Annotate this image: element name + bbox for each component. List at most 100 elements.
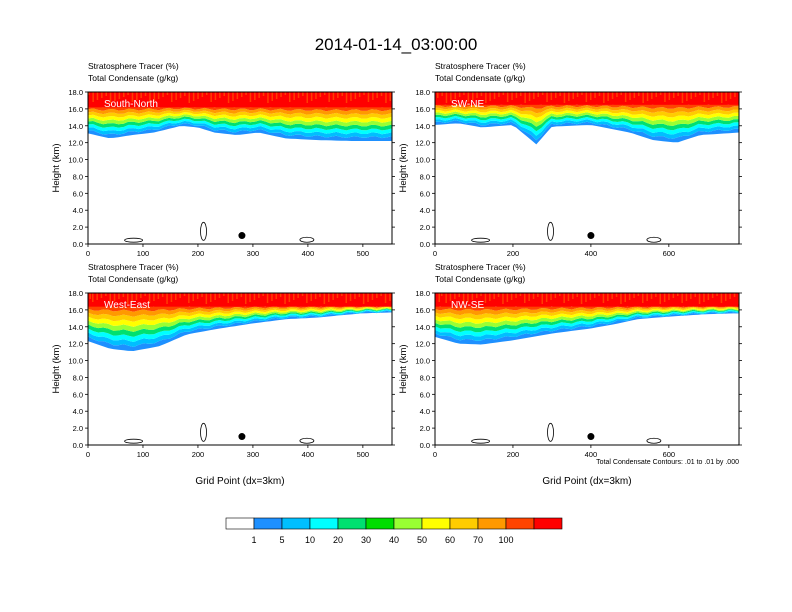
- tracer-streak: [694, 293, 696, 297]
- tracer-streak: [389, 293, 391, 301]
- tracer-streak: [528, 293, 530, 301]
- colorbar-swatch: [393, 517, 423, 530]
- colorbar-swatch: [337, 517, 367, 530]
- tracer-streak: [668, 92, 671, 100]
- tracer-streak: [109, 92, 112, 103]
- tracer-field: [88, 92, 392, 243]
- tracer-streak: [319, 92, 322, 97]
- x-tick-label: 400: [585, 249, 598, 258]
- tracer-band: [88, 120, 392, 139]
- tracer-band: [88, 114, 392, 127]
- x-axis-label: Grid Point (dx=3km): [195, 476, 284, 487]
- tracer-streak: [716, 293, 718, 296]
- tracer-streak: [615, 293, 618, 297]
- tracer-streak: [677, 92, 679, 96]
- tracer-streak: [89, 293, 91, 299]
- tracer-streak: [183, 293, 186, 296]
- tracer-streak: [721, 92, 723, 103]
- tracer-streak: [192, 293, 194, 301]
- y-axis-label: Height (km): [51, 143, 62, 192]
- y-tick-label: 6.0: [420, 189, 430, 198]
- tracer-streak: [236, 92, 239, 99]
- x-tick-label: 0: [433, 249, 437, 258]
- tracer-streak: [716, 92, 719, 96]
- tracer-streak: [524, 92, 526, 103]
- tracer-band: [88, 123, 392, 141]
- tracer-field: [435, 92, 739, 243]
- tracer-streak: [358, 92, 361, 97]
- tracer-streak: [205, 293, 208, 304]
- tracer-streak: [157, 92, 160, 99]
- tracer-streak: [127, 293, 129, 304]
- tracer-streak: [210, 92, 212, 102]
- tracer-streak: [341, 92, 343, 96]
- tracer-streak: [153, 92, 156, 101]
- tracer-streak: [580, 293, 583, 304]
- y-tick-label: 12.0: [415, 340, 430, 349]
- tracer-streak: [297, 293, 299, 298]
- condensate-contour: [646, 437, 662, 444]
- tracer-streak: [559, 92, 561, 96]
- tracer-band: [88, 307, 392, 332]
- tracer-streak: [498, 92, 500, 97]
- tracer-streak: [306, 293, 308, 303]
- condensate-contour: [124, 237, 144, 243]
- y-tick-label: 16.0: [68, 306, 83, 315]
- colorbar-label: 30: [361, 535, 371, 545]
- colorbar-label: 1: [251, 535, 256, 545]
- tracer-streak: [511, 92, 513, 100]
- tracer-streak: [197, 92, 199, 99]
- tracer-streak: [144, 293, 146, 296]
- tracer-streak: [711, 293, 714, 298]
- tracer-band: [88, 107, 392, 115]
- tracer-streak: [223, 293, 225, 296]
- tracer-streak: [445, 293, 447, 303]
- tracer-field: [88, 293, 392, 444]
- tracer-streak: [92, 293, 94, 302]
- x-tick-label: 200: [507, 450, 520, 459]
- plot-frame: [434, 91, 740, 245]
- tracer-streak: [532, 293, 535, 299]
- tracer-streak: [284, 293, 286, 304]
- colorbar-swatch: [505, 517, 535, 530]
- condensate-contour: [471, 438, 491, 444]
- tracer-streak: [563, 92, 566, 103]
- tracer-streak: [602, 293, 605, 303]
- tracer-streak: [659, 92, 662, 95]
- y-tick-label: 4.0: [73, 407, 83, 416]
- tracer-streak: [594, 293, 596, 298]
- tracer-streak: [650, 293, 653, 299]
- tracer-streak: [510, 293, 513, 300]
- y-tick-label: 14.0: [68, 122, 83, 131]
- tracer-streak: [284, 92, 287, 95]
- colorbar: 1 5 10 20 30 40 50 60 70 100: [225, 517, 563, 545]
- condensate-contour: [646, 236, 662, 243]
- panel-title-tracer: Stratosphere Tracer (%): [88, 61, 179, 71]
- tracer-streak: [231, 293, 234, 301]
- tracer-band: [88, 109, 392, 119]
- tracer-band: [435, 105, 739, 114]
- x-tick-label: 0: [86, 450, 90, 459]
- tracer-streak: [624, 293, 626, 302]
- tracer-streak: [537, 293, 539, 297]
- tracer-streak: [323, 293, 326, 304]
- tracer-streak: [101, 92, 103, 98]
- tracer-streak: [337, 92, 339, 98]
- tracer-streak: [537, 92, 539, 97]
- y-tick-label: 14.0: [415, 323, 430, 332]
- tracer-streak: [673, 92, 675, 98]
- tracer-streak: [315, 92, 317, 99]
- tracer-streak: [471, 293, 474, 300]
- tracer-streak: [725, 293, 727, 301]
- tracer-streak: [550, 293, 552, 300]
- tracer-streak: [524, 293, 526, 303]
- x-axis-label: Grid Point (dx=3km): [542, 476, 631, 487]
- y-tick-label: 0.0: [73, 441, 83, 450]
- colorbar-swatch: [253, 517, 283, 530]
- tracer-band: [435, 115, 739, 136]
- condensate-contour: [471, 237, 491, 243]
- tracer-streak: [729, 293, 731, 299]
- colorbar-swatch: [449, 517, 479, 530]
- y-tick-label: 0.0: [420, 441, 430, 450]
- location-marker: [587, 433, 595, 441]
